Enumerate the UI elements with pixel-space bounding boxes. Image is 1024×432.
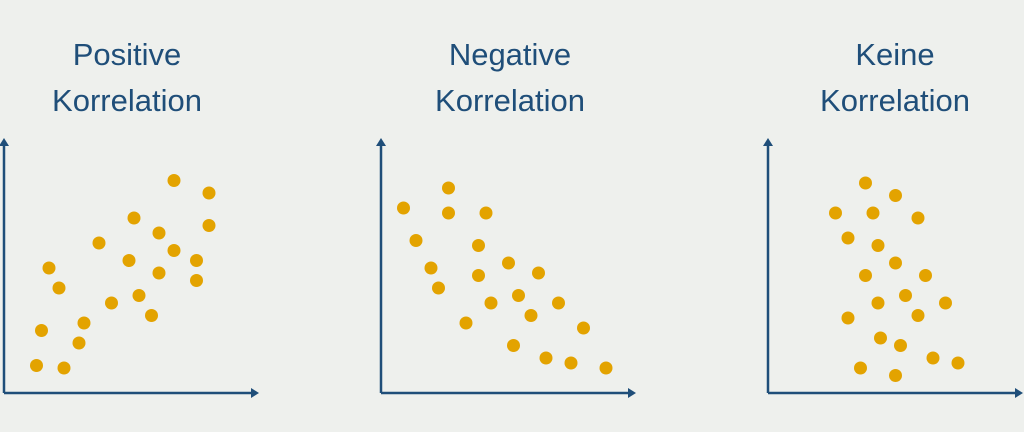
x-axis-arrow-icon [628,388,636,398]
data-point [899,289,912,302]
title-line-1: Negative [448,37,572,72]
data-point [92,236,106,250]
data-point [524,309,538,322]
title-line-2: Korrelation [435,83,585,118]
data-point [397,201,410,215]
data-point [442,206,455,220]
data-point [889,189,902,202]
data-point [919,269,932,282]
data-point [889,256,902,270]
data-point [432,281,445,295]
data-point [202,219,216,232]
data-point [152,266,166,280]
data-point [552,296,565,310]
data-point [841,311,855,325]
data-point [190,274,203,287]
data-point [926,351,940,365]
data-point [939,296,952,310]
data-point [577,321,590,335]
data-point [502,256,515,270]
data-point [167,244,181,257]
data-point [190,254,203,267]
data-point [507,339,520,352]
data-point [77,316,91,330]
data-point [911,211,925,225]
title-line-2: Korrelation [52,83,202,118]
data-point [35,324,48,337]
data-point [442,181,455,195]
x-axis-arrow-icon [1015,388,1023,398]
title-positive-correlation: Positive Korrelation [0,32,277,124]
data-point [479,206,493,220]
data-point [42,261,56,275]
data-point [829,206,842,220]
data-point [167,174,181,187]
x-axis-arrow-icon [251,388,259,398]
title-negative-correlation: Negative Korrelation [360,32,660,124]
data-point [472,269,485,282]
data-point [30,359,43,372]
title-line-1: Positive [72,37,182,72]
data-point [152,226,166,240]
data-point [894,339,907,352]
y-axis-arrow-icon [376,138,386,146]
title-line-1: Keine [855,37,935,72]
data-point [951,356,965,370]
data-point [512,289,525,302]
data-point [409,234,423,247]
data-point [859,269,872,282]
data-point [57,361,71,375]
data-point [145,309,158,322]
data-point [911,309,925,322]
data-point [871,296,885,310]
y-axis-arrow-icon [763,138,773,146]
data-point [599,361,613,375]
data-point [52,281,66,295]
data-point [871,239,885,252]
data-point [127,211,141,225]
data-point [132,289,146,302]
data-point [841,231,855,245]
data-point [866,206,880,220]
title-line-2: Korrelation [820,83,970,118]
data-point [472,239,485,252]
data-point [202,186,216,200]
data-point [889,369,902,382]
data-point [105,296,118,310]
data-point [539,351,553,365]
data-point [484,296,498,310]
y-axis-arrow-icon [0,138,9,146]
title-no-correlation: Keine Korrelation [745,32,1024,124]
data-point [874,331,887,345]
data-point [424,261,438,275]
data-point [122,254,136,267]
data-point [564,356,578,370]
data-point [532,266,545,280]
data-point [859,176,872,190]
data-point [854,361,867,375]
data-point [72,336,86,350]
data-point [459,316,473,330]
